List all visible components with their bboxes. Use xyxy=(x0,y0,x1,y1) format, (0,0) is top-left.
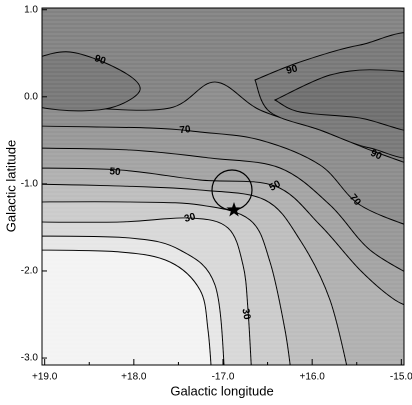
x-tick-label: +18.0 xyxy=(121,372,147,383)
contour-label: 50 xyxy=(109,166,121,178)
contour-label: 90 xyxy=(285,63,299,77)
contour-label: 50 xyxy=(268,178,284,193)
x-tick-label: -17.0 xyxy=(212,372,235,383)
contour-label: 30 xyxy=(239,308,252,321)
y-tick-label: -1.0 xyxy=(21,179,39,190)
contour-label: 90 xyxy=(93,53,108,67)
x-tick-label: -15.0 xyxy=(390,372,412,383)
x-axis-title: Galactic longitude xyxy=(170,383,273,398)
star-marker xyxy=(226,202,242,217)
y-tick-label: 0.0 xyxy=(24,91,38,102)
x-tick-label: +19.0 xyxy=(32,372,58,383)
y-axis-title: Galactic latitude xyxy=(3,140,18,233)
y-tick-label: -3.0 xyxy=(21,353,39,364)
contour-label: 30 xyxy=(183,211,197,225)
x-tick-label: +16.0 xyxy=(300,372,326,383)
y-tick-label: 1.0 xyxy=(24,4,38,15)
contour-layer xyxy=(42,8,404,365)
y-tick-label: -2.0 xyxy=(21,266,39,277)
contour-label: 70 xyxy=(179,124,191,136)
contour-label: 90 xyxy=(369,148,384,163)
contour-band xyxy=(42,51,141,112)
contour-band xyxy=(273,69,404,131)
